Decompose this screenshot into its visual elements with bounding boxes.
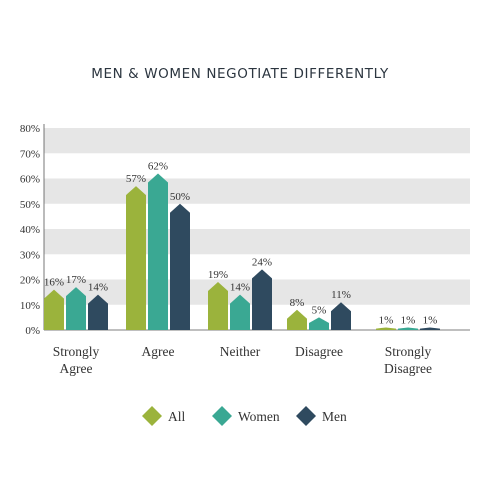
bar-all [126,186,146,330]
data-label: 14% [88,282,108,294]
data-label: 50% [170,191,190,203]
y-tick-label: 70% [20,148,40,160]
bar-men [88,294,108,330]
y-tick-label: 0% [25,325,40,337]
category-label: Disagree [384,361,432,376]
bar-all [44,289,64,330]
legend-label: All [168,409,186,424]
bar-men [420,327,440,330]
category-label: Strongly [53,344,100,359]
category-label: Strongly [385,344,432,359]
legend-label: Men [322,409,347,424]
data-label: 19% [208,269,228,281]
data-label: 57% [126,173,146,185]
data-label: 1% [379,314,394,326]
bar-men [170,203,190,330]
bar-women [66,287,86,330]
grid-band [44,229,470,255]
data-label: 1% [423,314,438,326]
data-label: 17% [66,274,86,286]
category-label: Disagree [295,344,343,359]
data-label: 62% [148,160,168,172]
legend-marker-all [142,406,162,426]
y-tick-label: 50% [20,199,40,211]
data-label: 1% [401,314,416,326]
category-label: Agree [60,361,93,376]
y-tick-label: 40% [20,224,40,236]
bar-all [376,327,396,330]
legend-marker-women [212,406,232,426]
bar-women [398,327,418,330]
legend-marker-men [296,406,316,426]
bar-women [309,317,329,330]
category-label: Neither [220,344,261,359]
data-label: 16% [44,277,64,289]
legend-label: Women [238,409,280,424]
data-label: 8% [290,297,305,309]
data-label: 11% [331,289,351,301]
y-tick-label: 10% [20,300,40,312]
chart-title: MEN & WOMEN NEGOTIATE DIFFERENTLY [91,66,389,82]
data-label: 5% [312,304,327,316]
category-label: Agree [142,344,175,359]
bar-women [230,294,250,330]
bar-men [252,269,272,330]
data-label: 24% [252,256,272,268]
grid-band [44,178,470,204]
y-tick-label: 30% [20,249,40,261]
y-tick-label: 80% [20,123,40,135]
y-tick-label: 20% [20,275,40,287]
y-tick-label: 60% [20,174,40,186]
data-label: 14% [230,282,250,294]
grid-band [44,128,470,154]
bar-men [331,302,351,330]
bar-all [208,282,228,330]
bar-all [287,309,307,330]
bar-women [148,173,168,330]
